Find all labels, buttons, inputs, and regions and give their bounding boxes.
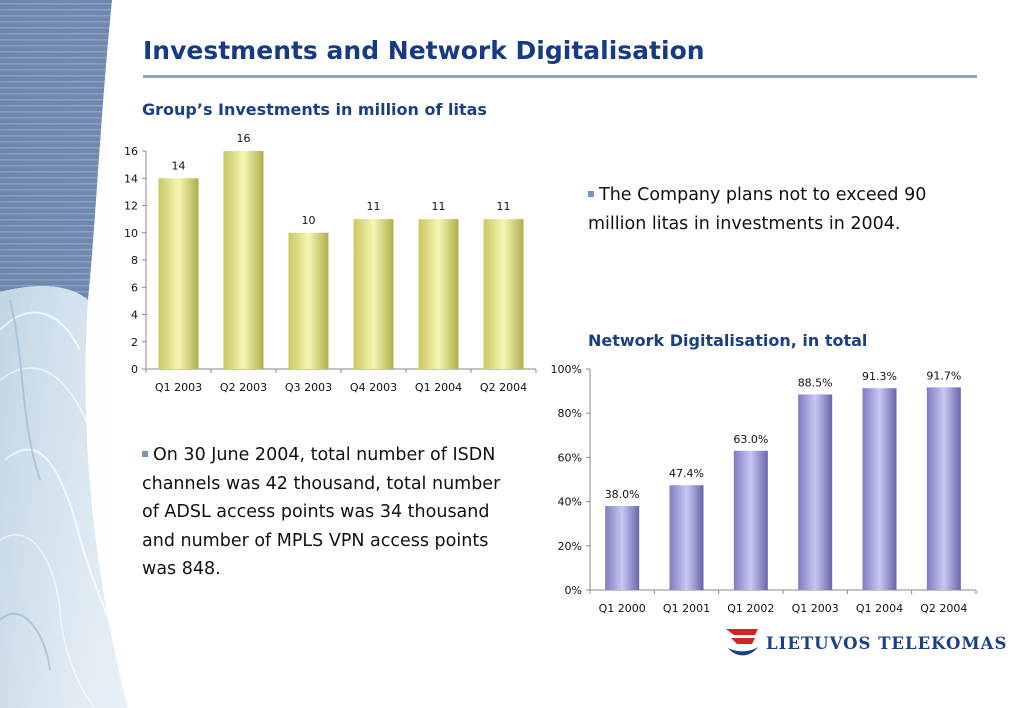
data-label: 91.7% — [926, 369, 961, 382]
bar — [669, 485, 704, 590]
bar — [733, 450, 768, 590]
company-logo: LIETUVOS TELEKOMAS — [722, 627, 1006, 659]
x-tick-label: Q2 2003 — [220, 381, 267, 394]
x-tick-label: Q1 2002 — [727, 602, 774, 615]
logo-emblem-icon — [726, 629, 758, 656]
data-label: 16 — [237, 132, 251, 145]
y-tick-label: 60% — [558, 451, 582, 464]
y-tick-label: 100% — [551, 363, 582, 376]
bar — [223, 151, 264, 369]
x-tick-label: Q1 2004 — [415, 381, 462, 394]
x-tick-label: Q1 2001 — [663, 602, 710, 615]
bar — [798, 394, 833, 590]
y-tick-label: 0 — [131, 363, 138, 376]
network-stats-bullet: On 30 June 2004, total number of ISDN ch… — [142, 441, 514, 584]
logo-wordmark: LIETUVOS TELEKOMAS — [766, 634, 1008, 653]
bar — [158, 178, 199, 369]
bar — [483, 219, 524, 369]
data-label: 10 — [302, 214, 316, 227]
x-tick-label: Q2 2004 — [480, 381, 527, 394]
decorative-side-panel — [0, 0, 130, 708]
network-stats-text: On 30 June 2004, total number of ISDN ch… — [142, 445, 501, 580]
x-tick-label: Q3 2003 — [285, 381, 332, 394]
investments-chart-title: Group’s Investments in million of litas — [142, 100, 487, 119]
bar — [418, 219, 459, 369]
data-label: 63.0% — [733, 433, 768, 446]
y-tick-label: 8 — [131, 254, 138, 267]
bar — [926, 387, 961, 590]
investment-plan-bullet: The Company plans not to exceed 90 milli… — [588, 181, 988, 238]
data-label: 47.4% — [669, 467, 704, 480]
y-tick-label: 80% — [558, 407, 582, 420]
x-tick-label: Q1 2004 — [856, 602, 903, 615]
bullet-square-icon — [588, 191, 594, 197]
data-label: 11 — [367, 200, 381, 213]
bar — [862, 388, 897, 590]
data-label: 14 — [172, 159, 186, 172]
investment-plan-text: The Company plans not to exceed 90 milli… — [588, 185, 927, 234]
title-divider — [143, 75, 977, 78]
y-tick-label: 0% — [565, 584, 582, 597]
y-tick-label: 20% — [558, 540, 582, 553]
y-tick-label: 2 — [131, 336, 138, 349]
y-tick-label: 12 — [124, 200, 138, 213]
x-tick-label: Q1 2003 — [792, 602, 839, 615]
digitalisation-bar-chart: 0% 20% 40% 60% 80% 100% 38.0% Q1 2000 47.4% Q1 20… — [551, 363, 977, 615]
y-tick-label: 14 — [124, 172, 138, 185]
y-tick-label: 16 — [124, 145, 138, 158]
digitalisation-chart-title: Network Digitalisation, in total — [588, 331, 868, 350]
data-label: 38.0% — [605, 488, 640, 501]
page-title: Investments and Network Digitalisation — [143, 36, 705, 65]
bullet-square-icon — [142, 451, 148, 457]
investments-bar-chart: 0 2 4 6 8 10 12 14 16 14 Q1 2003 16 Q2 2003 10 Q3 2003… — [124, 132, 537, 394]
bar — [288, 232, 329, 369]
y-tick-label: 4 — [131, 309, 138, 322]
data-label: 88.5% — [798, 376, 833, 389]
data-label: 91.3% — [862, 370, 897, 383]
data-label: 11 — [497, 200, 511, 213]
x-tick-label: Q4 2003 — [350, 381, 397, 394]
y-tick-label: 10 — [124, 227, 138, 240]
x-tick-label: Q2 2004 — [920, 602, 967, 615]
x-tick-label: Q1 2000 — [599, 602, 646, 615]
bar — [353, 219, 394, 369]
x-tick-label: Q1 2003 — [155, 381, 202, 394]
bar — [605, 506, 640, 590]
y-tick-label: 40% — [558, 496, 582, 509]
y-tick-label: 6 — [131, 281, 138, 294]
data-label: 11 — [432, 200, 446, 213]
